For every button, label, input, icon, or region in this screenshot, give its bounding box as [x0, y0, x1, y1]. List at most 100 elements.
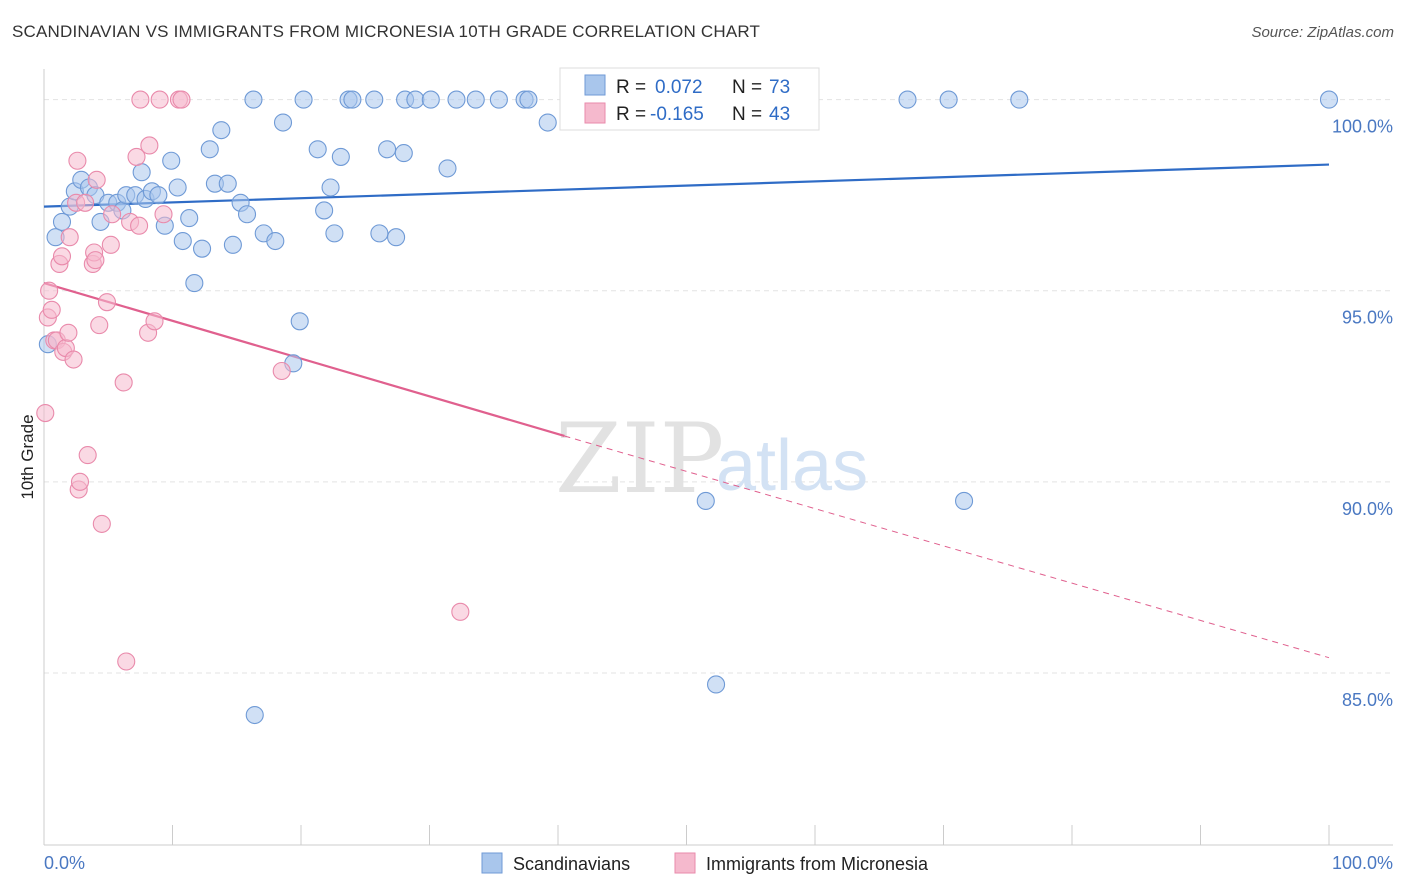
trend-line-micronesia — [43, 282, 565, 438]
legend-n-label-2: N = — [732, 104, 762, 125]
watermark: ZIP atlas — [555, 403, 868, 515]
data-point-scandinavians — [273, 113, 293, 132]
data-point-scandinavians — [223, 235, 242, 254]
data-point-scandinavians — [52, 212, 72, 231]
y-tick-label: 95.0% — [1342, 308, 1393, 328]
data-point-scandinavians — [173, 231, 192, 251]
data-point-scandinavians — [162, 151, 181, 170]
x-tick-label-max: 100.0% — [1332, 853, 1393, 873]
legend-swatch-micronesia — [584, 102, 606, 124]
y-tick-label: 90.0% — [1342, 499, 1393, 519]
source-label: Source: ZipAtlas.com — [1251, 24, 1394, 41]
data-point-scandinavians — [244, 90, 263, 109]
data-point-scandinavians — [343, 90, 362, 109]
series-legend-label-scandinavians: Scandinavians — [513, 854, 630, 874]
data-point-scandinavians — [180, 209, 199, 228]
data-point-scandinavians — [406, 90, 425, 109]
data-point-scandinavians — [168, 178, 187, 197]
data-point-scandinavians — [394, 144, 413, 163]
data-point-scandinavians — [489, 90, 508, 109]
trend-line-extension-micronesia — [564, 435, 1330, 659]
data-point-micronesia — [103, 205, 122, 224]
legend-r-label-1: R = — [616, 77, 646, 98]
data-point-micronesia — [70, 472, 90, 491]
data-point-micronesia — [68, 151, 87, 170]
data-point-scandinavians — [365, 90, 384, 109]
data-point-micronesia — [78, 446, 97, 465]
y-axis-label: 10th Grade — [18, 414, 37, 499]
data-point-scandinavians — [290, 312, 309, 331]
data-point-scandinavians — [1319, 90, 1339, 109]
y-tick-label: 100.0% — [1332, 117, 1393, 137]
data-point-scandinavians — [955, 491, 974, 511]
data-point-micronesia — [130, 216, 149, 235]
legend-n-value-2: 43 — [769, 104, 790, 125]
data-point-micronesia — [140, 136, 159, 155]
data-point-scandinavians — [538, 113, 557, 132]
data-point-scandinavians — [185, 274, 204, 293]
data-point-scandinavians — [212, 121, 231, 140]
data-point-scandinavians — [200, 140, 219, 159]
data-point-micronesia — [131, 90, 150, 109]
trend-lines — [43, 163, 1330, 659]
legend-n-value-1: 73 — [769, 77, 790, 98]
data-point-micronesia — [36, 403, 55, 423]
data-point-micronesia — [87, 170, 106, 189]
legend-r-value-1: 0.072 — [655, 77, 703, 98]
data-point-micronesia — [42, 300, 61, 319]
data-point-micronesia — [114, 373, 133, 392]
data-point-micronesia — [127, 147, 146, 166]
data-point-scandinavians — [308, 140, 327, 159]
watermark-atlas: atlas — [716, 426, 868, 506]
data-point-scandinavians — [237, 205, 257, 224]
data-point-micronesia — [60, 228, 79, 247]
legend-r-value-2: -0.165 — [650, 104, 704, 125]
data-point-scandinavians — [438, 159, 457, 178]
data-point-scandinavians — [378, 140, 397, 159]
data-point-scandinavians — [447, 90, 466, 109]
series-legend-label-micronesia: Immigrants from Micronesia — [706, 854, 929, 874]
data-point-scandinavians — [193, 239, 212, 258]
data-point-scandinavians — [707, 675, 726, 694]
data-point-scandinavians — [387, 228, 406, 247]
data-point-scandinavians — [218, 174, 237, 193]
data-point-scandinavians — [325, 224, 344, 243]
data-point-micronesia — [86, 251, 105, 270]
data-point-micronesia — [59, 323, 78, 342]
series-legend-swatch-scandinavians — [481, 852, 503, 874]
data-point-micronesia — [154, 205, 173, 224]
data-point-scandinavians — [1010, 90, 1029, 109]
data-point-micronesia — [52, 247, 72, 266]
legend-swatch-scandinavians — [584, 74, 606, 96]
data-point-micronesia — [101, 235, 120, 254]
x-axis-ticks — [43, 825, 1330, 845]
data-point-scandinavians — [939, 90, 958, 109]
data-point-micronesia — [150, 90, 169, 109]
data-point-micronesia — [451, 602, 470, 621]
series-legend: Scandinavians Immigrants from Micronesia — [481, 852, 929, 874]
data-point-micronesia — [64, 350, 83, 369]
axes — [43, 69, 1393, 846]
y-tick-labels: 100.0% 95.0% 90.0% 85.0% — [1332, 117, 1393, 710]
data-point-scandinavians — [149, 186, 168, 205]
watermark-zip: ZIP — [555, 403, 724, 515]
data-point-scandinavians — [266, 231, 285, 251]
legend-r-label-2: R = — [616, 104, 646, 125]
trend-line-scandinavians — [43, 163, 1330, 208]
data-point-scandinavians — [331, 147, 350, 166]
data-point-micronesia — [145, 312, 164, 331]
legend-n-label-1: N = — [732, 77, 762, 98]
data-point-scandinavians — [370, 224, 389, 243]
data-point-micronesia — [40, 281, 59, 300]
y-tick-label: 85.0% — [1342, 690, 1393, 710]
data-point-scandinavians — [315, 201, 334, 220]
data-point-micronesia — [90, 316, 109, 335]
data-point-scandinavians — [696, 491, 715, 511]
data-point-micronesia — [272, 361, 291, 381]
series-legend-swatch-micronesia — [674, 852, 696, 874]
data-point-scandinavians — [519, 90, 538, 109]
data-point-scandinavians — [132, 163, 151, 182]
data-point-micronesia — [97, 293, 117, 312]
data-point-scandinavians — [466, 90, 485, 109]
